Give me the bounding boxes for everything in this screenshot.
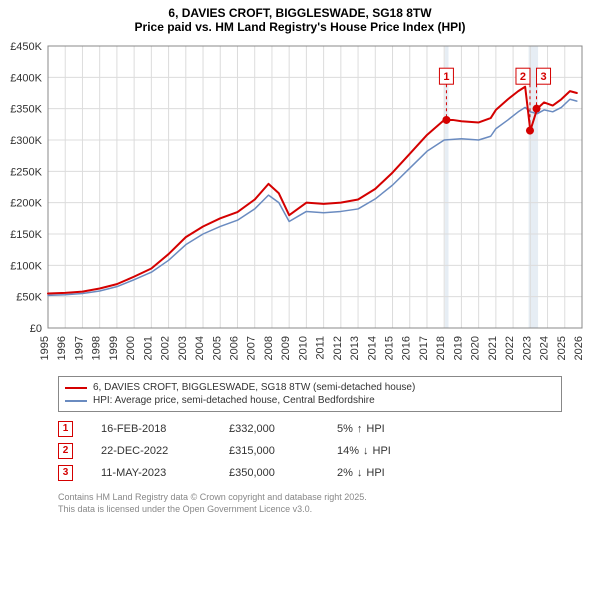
x-tick-label: 2001 [142,336,154,360]
title-address: 6, DAVIES CROFT, BIGGLESWADE, SG18 8TW [0,6,600,20]
sale-delta: 14% ↓ HPI [337,445,427,457]
x-tick-label: 2025 [556,336,568,360]
x-tick-label: 2017 [418,336,430,360]
sale-marker-num: 1 [443,71,449,83]
x-tick-label: 1999 [108,336,120,360]
sale-delta-pct: 14% [337,445,359,457]
title-subtitle: Price paid vs. HM Land Registry's House … [0,20,600,34]
x-tick-label: 2004 [194,336,206,360]
sales-row: 2 22-DEC-2022 £315,000 14% ↓ HPI [58,440,562,462]
x-tick-label: 2016 [401,336,413,360]
x-tick-label: 1998 [91,336,103,360]
footer-line2: This data is licensed under the Open Gov… [58,504,562,516]
legend: 6, DAVIES CROFT, BIGGLESWADE, SG18 8TW (… [58,376,562,412]
x-tick-label: 2008 [263,336,275,360]
sale-badge: 3 [58,465,73,481]
sale-badge: 1 [58,421,73,437]
x-tick-label: 2013 [349,336,361,360]
sale-delta-pct: 5% [337,423,353,435]
x-tick-label: 2023 [521,336,533,360]
footer: Contains HM Land Registry data © Crown c… [58,492,562,515]
legend-row: 6, DAVIES CROFT, BIGGLESWADE, SG18 8TW (… [65,381,555,394]
sale-price: £350,000 [229,467,309,479]
chart-container: 6, DAVIES CROFT, BIGGLESWADE, SG18 8TW P… [0,0,600,590]
x-tick-label: 2024 [539,336,551,360]
sale-date: 22-DEC-2022 [101,445,201,457]
arrow-up-icon: ↑ [357,423,363,435]
footer-line1: Contains HM Land Registry data © Crown c… [58,492,562,504]
sale-marker-dot [442,116,450,124]
x-tick-label: 2003 [177,336,189,360]
sales-table: 116-FEB-2018£332,0005%↑HPI222-DEC-2022£3… [58,418,562,484]
sale-date: 11-MAY-2023 [101,467,201,479]
x-tick-label: 2006 [228,336,240,360]
legend-row: HPI: Average price, semi-detached house,… [65,394,555,407]
y-tick-label: £50K [16,292,42,304]
x-tick-label: 1995 [39,336,51,360]
y-tick-label: £100K [10,260,42,272]
sale-marker-dot [533,105,541,113]
x-tick-label: 1996 [56,336,68,360]
sale-badge: 2 [58,443,73,459]
y-tick-label: £450K [10,41,42,53]
x-tick-label: 2018 [435,336,447,360]
legend-swatch [65,387,87,389]
arrow-down-icon: ↓ [363,445,369,457]
sale-marker-dot [526,127,534,135]
x-tick-label: 1997 [73,336,85,360]
y-tick-label: £0 [30,323,42,335]
sale-date: 16-FEB-2018 [101,423,201,435]
sale-price: £315,000 [229,445,309,457]
y-tick-label: £300K [10,135,42,147]
sale-delta: 5% ↑HPI [337,423,427,435]
x-tick-label: 2015 [384,336,396,360]
sale-delta-suffix: HPI [366,423,384,435]
y-tick-label: £400K [10,72,42,84]
sale-delta-pct: 2% [337,467,353,479]
sale-delta: 2% ↓HPI [337,467,427,479]
x-tick-label: 2022 [504,336,516,360]
sale-price: £332,000 [229,423,309,435]
legend-swatch [65,400,87,402]
x-tick-label: 2026 [573,336,585,360]
y-tick-label: £150K [10,229,42,241]
sale-delta-suffix: HPI [373,445,391,457]
y-tick-label: £350K [10,104,42,116]
x-tick-label: 2007 [246,336,258,360]
x-tick-label: 2009 [280,336,292,360]
line-chart-svg: £0 £50K £100K £150K £200K £250K £300K £350K £400… [0,40,600,370]
sale-marker-num: 3 [540,71,546,83]
legend-label: HPI: Average price, semi-detached house,… [93,395,375,406]
x-tick-label: 2010 [297,336,309,360]
title-block: 6, DAVIES CROFT, BIGGLESWADE, SG18 8TW P… [0,0,600,34]
sales-row: 1 16-FEB-2018 £332,000 5% ↑HPI [58,418,562,440]
x-tick-label: 2012 [332,336,344,360]
sale-delta-suffix: HPI [366,467,384,479]
y-tick-label: £250K [10,166,42,178]
x-tick-label: 2002 [160,336,172,360]
sale-marker-num: 2 [520,71,526,83]
x-tick-label: 2011 [315,336,327,360]
x-tick-label: 2005 [211,336,223,360]
x-tick-label: 2019 [452,336,464,360]
chart-area: £0 £50K £100K £150K £200K £250K £300K £350K £400… [0,40,600,370]
x-tick-label: 2020 [470,336,482,360]
y-tick-label: £200K [10,198,42,210]
arrow-down-icon: ↓ [357,467,363,479]
legend-label: 6, DAVIES CROFT, BIGGLESWADE, SG18 8TW (… [93,382,415,393]
sales-row: 3 11-MAY-2023 £350,000 2% ↓HPI [58,462,562,484]
x-tick-label: 2021 [487,336,499,360]
x-tick-label: 2014 [366,336,378,360]
x-tick-label: 2000 [125,336,137,360]
